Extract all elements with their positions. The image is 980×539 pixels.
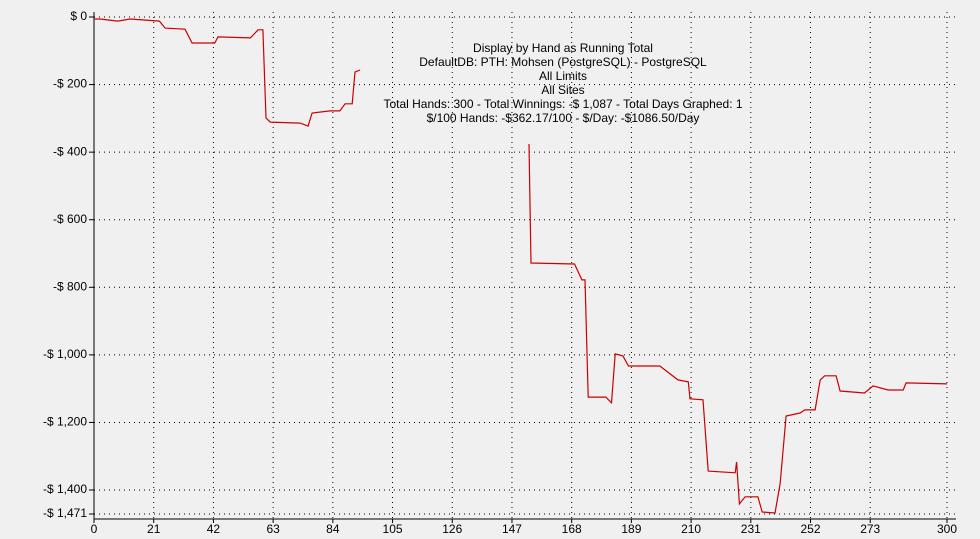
y-tick-label: -$ 1,400 xyxy=(43,482,87,496)
x-tick-label: 0 xyxy=(91,522,98,536)
chart-title: Display by Hand as Running Total xyxy=(473,41,653,55)
chart-subtitle: Total Hands: 300 - Total Winnings: -$ 1,… xyxy=(383,97,742,111)
x-tick-label: 300 xyxy=(937,522,957,536)
x-tick-label: 126 xyxy=(442,522,462,536)
x-tick-label: 21 xyxy=(147,522,161,536)
chart-subtitle: DefaultDB: PTH: Mohsen (PostgreSQL) - Po… xyxy=(419,55,707,69)
x-tick-label: 273 xyxy=(860,522,880,536)
y-tick-label: $ 0 xyxy=(70,9,87,23)
y-tick-label: -$ 1,471 xyxy=(43,506,87,520)
x-tick-label: 231 xyxy=(741,522,761,536)
y-tick-label: -$ 200 xyxy=(53,77,87,91)
x-tick-label: 168 xyxy=(562,522,582,536)
chart-subtitle: $/100 Hands: -$362.17/100 - $/Day: -$108… xyxy=(427,111,700,125)
x-tick-label: 84 xyxy=(326,522,340,536)
y-tick-label: -$ 400 xyxy=(53,144,87,158)
x-tick-label: 189 xyxy=(621,522,641,536)
y-tick-label: -$ 1,000 xyxy=(43,347,87,361)
y-tick-label: -$ 600 xyxy=(53,212,87,226)
data-line xyxy=(94,18,948,514)
x-tick-label: 63 xyxy=(266,522,280,536)
y-tick-label: -$ 800 xyxy=(53,279,87,293)
x-tick-label: 252 xyxy=(801,522,821,536)
chart-subtitle: All Sites xyxy=(541,83,584,97)
x-tick-label: 105 xyxy=(383,522,403,536)
x-tick-label: 147 xyxy=(502,522,522,536)
chart-subtitle: All Limits xyxy=(539,69,587,83)
x-tick-label: 42 xyxy=(207,522,221,536)
x-tick-label: 210 xyxy=(681,522,701,536)
y-tick-label: -$ 1,200 xyxy=(43,415,87,429)
